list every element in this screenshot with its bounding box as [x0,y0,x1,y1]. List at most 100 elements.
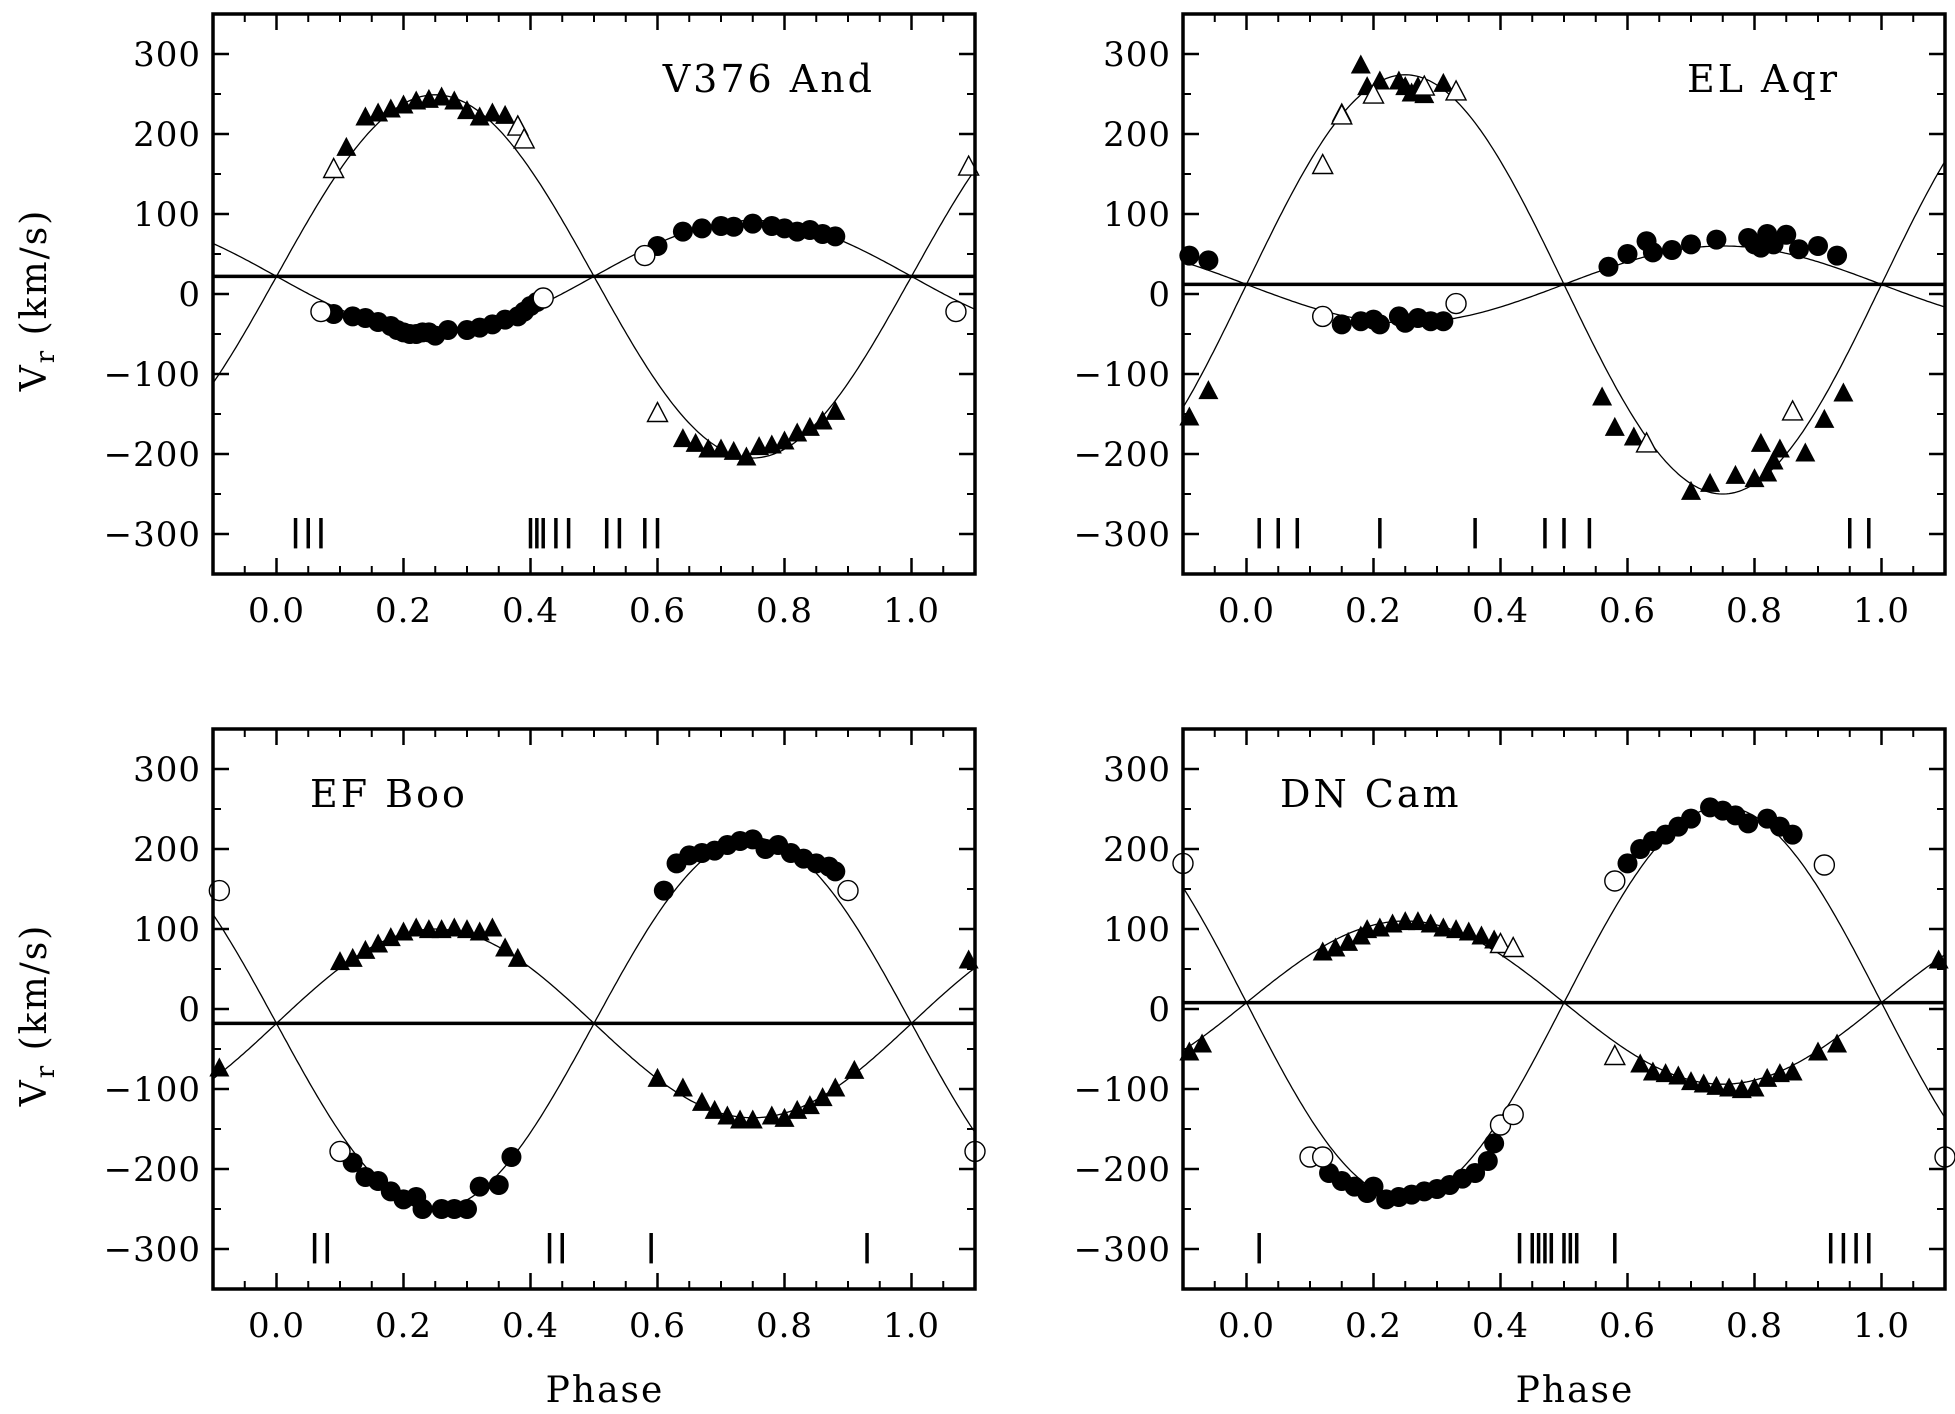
filled-triangle-point [685,432,706,452]
filled-triangle-point [672,1077,693,1097]
open-circle-point [1311,305,1334,328]
x-tick-label: 0.2 [375,1306,432,1346]
filled-triangle-point [1420,913,1441,933]
filled-triangle-point [1338,931,1359,951]
filled-triangle-point [799,1095,820,1115]
filled-triangle-point [691,1091,712,1111]
filled-triangle-point [1744,468,1765,488]
filled-triangle-point [1433,917,1454,937]
filled-triangle-point [1814,408,1835,428]
x-tick-label: 0.8 [1726,1306,1783,1346]
filled-circle-point [825,861,846,882]
filled-circle-point [1617,244,1638,264]
fit-curve-secondary [1183,805,1945,1200]
x-tick-label: 0.4 [1472,591,1529,631]
filled-triangle-point [1350,54,1371,74]
filled-triangle-point [1446,919,1467,939]
open-circle-point [945,300,967,323]
filled-triangle-point [1668,1065,1689,1085]
filled-triangle-point [723,440,744,460]
filled-triangle-point [457,919,477,939]
filled-triangle-point [1623,426,1644,446]
star-name-label-ef-boo: EF Boo [310,772,468,816]
x-tick-label: 0.6 [629,1306,686,1346]
filled-triangle-point [1725,464,1746,484]
filled-triangle-point [495,104,516,124]
filled-circle-point [742,213,763,234]
filled-circle-point [1706,229,1727,250]
filled-circle-point [1617,853,1638,874]
y-tick-label: 300 [1103,750,1171,790]
filled-circle-point [1598,256,1619,277]
filled-triangle-point [1808,1041,1828,1061]
filled-triangle-point [672,428,693,448]
filled-triangle-point [495,937,516,957]
y-tick-label: 200 [133,115,201,155]
y-tick-label: 200 [1103,115,1171,155]
filled-triangle-point [730,1109,751,1129]
filled-triangle-point [1700,472,1721,492]
filled-triangle-point [1458,921,1479,941]
filled-circle-point [1827,245,1848,266]
y-tick-label: 100 [1103,195,1171,235]
open-circle-point [532,287,554,309]
filled-triangle-point [406,917,427,937]
filled-triangle-point [1192,1033,1213,1053]
filled-triangle-point [1198,380,1219,400]
y-tick-label: −200 [1074,1150,1171,1190]
filled-circle-point [457,1199,477,1219]
x-tick-label: 0.0 [248,1306,305,1346]
x-tick-label: 1.0 [1853,591,1910,631]
y-axis-title-top: Vr (km/s) [14,209,61,393]
open-circle-point [1445,292,1467,315]
filled-triangle-point [1395,911,1416,931]
star-name-label-v376-and: V376 And [662,57,875,101]
y-tick-label: −300 [1074,515,1171,555]
y-tick-label: −200 [1074,435,1171,475]
filled-triangle-point [742,1109,763,1129]
filled-circle-point [1465,1163,1486,1183]
y-tick-label: −200 [104,435,201,475]
open-circle-point [1813,854,1836,876]
filled-circle-point [501,1147,522,1167]
y-tick-label: −300 [104,1230,201,1270]
filled-circle-point [488,1175,509,1195]
filled-triangle-point [736,446,757,466]
filled-circle-point [1808,236,1828,256]
x-tick-label: 0.6 [1599,1306,1656,1346]
plot-frame [1181,727,1947,1291]
y-tick-label: 100 [133,195,201,235]
filled-circle-point [469,1176,490,1197]
y-tick-label: 100 [133,910,201,950]
filled-triangle-point [482,917,503,937]
filled-circle-point [691,218,712,239]
open-circle-point [837,879,859,902]
y-tick-label: 0 [178,990,201,1030]
filled-triangle-point [1763,450,1784,470]
filled-circle-point [1681,808,1701,829]
x-tick-label: 0.4 [1472,1306,1529,1346]
y-tick-label: −300 [1074,1230,1171,1270]
open-circle-point [1502,1103,1524,1126]
plot-frame [211,727,977,1291]
filled-triangle-point [1693,1073,1714,1093]
x-tick-label: 0.0 [1218,1306,1275,1346]
filled-triangle-point [844,1059,865,1079]
plot-frame [211,12,977,576]
filled-triangle-point [457,100,477,120]
filled-triangle-point [1827,1033,1848,1053]
open-triangle-point [1444,79,1468,101]
filled-triangle-point [1325,937,1346,957]
filled-triangle-point [355,939,376,959]
filled-circle-point [1738,813,1759,834]
open-circle-point [634,244,656,267]
open-circle-point [329,1140,351,1163]
star-name-label-dn-cam: DN Cam [1280,772,1462,816]
filled-triangle-point [774,1107,795,1127]
x-tick-label: 0.6 [1599,591,1656,631]
filled-triangle-point [1750,432,1771,452]
open-triangle-point [322,156,345,179]
y-tick-label: −200 [104,1150,201,1190]
filled-circle-point [1331,314,1352,335]
